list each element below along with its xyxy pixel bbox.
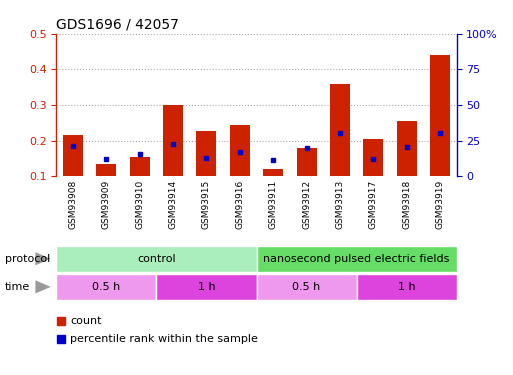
Bar (430, 55, 450, 176)
Text: GSM93915: GSM93915 (202, 180, 211, 229)
Bar (196, 130, 216, 176)
Text: GSM93919: GSM93919 (436, 180, 444, 229)
Text: control: control (137, 254, 176, 264)
Text: GDS1696 / 42057: GDS1696 / 42057 (56, 17, 180, 31)
Text: 1 h: 1 h (198, 282, 215, 292)
Text: GSM93911: GSM93911 (269, 180, 278, 229)
Text: GSM93914: GSM93914 (169, 180, 177, 229)
Bar (330, 84, 350, 176)
Bar (397, 121, 417, 176)
Text: nanosecond pulsed electric fields: nanosecond pulsed electric fields (263, 254, 450, 264)
Bar (256, 274, 357, 300)
Bar (56, 246, 256, 272)
Text: protocol: protocol (5, 254, 50, 264)
Text: GSM93917: GSM93917 (369, 180, 378, 229)
Bar (96, 164, 116, 176)
Bar (130, 157, 150, 176)
Bar (56, 274, 156, 300)
Polygon shape (35, 280, 51, 293)
Bar (163, 105, 183, 176)
Text: GSM93908: GSM93908 (69, 180, 77, 229)
Bar (156, 274, 256, 300)
Text: time: time (5, 282, 30, 292)
Text: count: count (70, 316, 102, 326)
Text: 1 h: 1 h (398, 282, 416, 292)
Bar (263, 169, 283, 176)
Bar (230, 124, 250, 176)
Text: percentile rank within the sample: percentile rank within the sample (70, 334, 258, 344)
Text: GSM93912: GSM93912 (302, 180, 311, 229)
Text: GSM93910: GSM93910 (135, 180, 144, 229)
Bar (297, 148, 317, 176)
Text: 0.5 h: 0.5 h (292, 282, 321, 292)
Polygon shape (35, 252, 51, 266)
Bar (357, 274, 457, 300)
Text: GSM93909: GSM93909 (102, 180, 111, 229)
Text: GSM93916: GSM93916 (235, 180, 244, 229)
Text: 0.5 h: 0.5 h (92, 282, 121, 292)
Bar (256, 246, 457, 272)
Text: GSM93918: GSM93918 (402, 180, 411, 229)
Text: GSM93913: GSM93913 (336, 180, 344, 229)
Bar (363, 139, 383, 176)
Bar (63, 135, 83, 176)
